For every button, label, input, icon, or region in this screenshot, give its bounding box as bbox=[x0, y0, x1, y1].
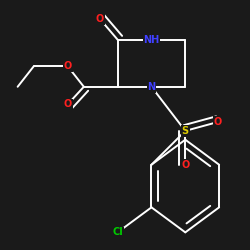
Text: NH: NH bbox=[143, 35, 160, 45]
Text: O: O bbox=[181, 160, 190, 170]
Text: N: N bbox=[148, 82, 156, 92]
Text: O: O bbox=[64, 61, 72, 71]
Text: S: S bbox=[182, 126, 189, 136]
Text: O: O bbox=[214, 117, 222, 127]
Text: O: O bbox=[64, 100, 72, 110]
Text: O: O bbox=[96, 14, 104, 24]
Text: Cl: Cl bbox=[112, 227, 123, 237]
